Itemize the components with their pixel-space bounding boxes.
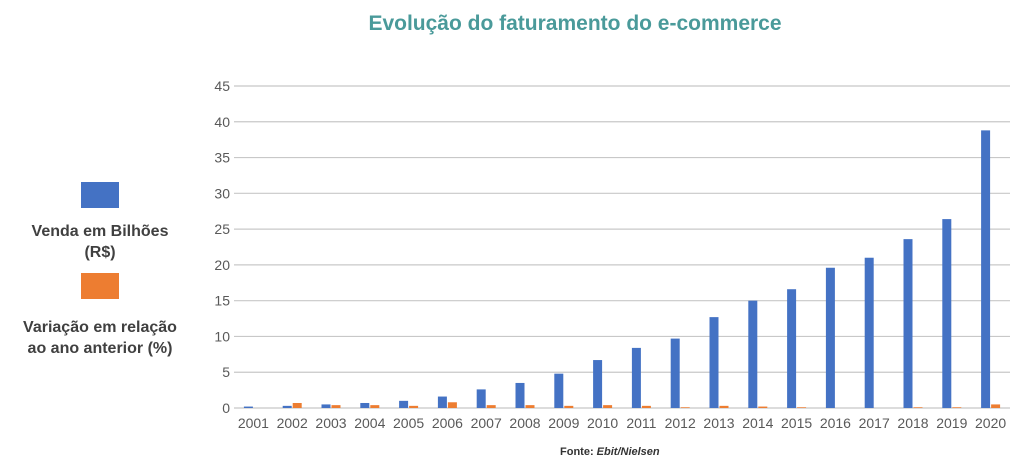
y-tick-label-45: 45: [214, 78, 230, 94]
x-tick-label-2017: 2017: [859, 415, 890, 431]
bar-vendas-2014: [748, 300, 758, 408]
x-tick-label-2020: 2020: [975, 415, 1006, 431]
bar-vendas-2015: [787, 289, 797, 408]
bar-vendas-2018: [903, 239, 913, 408]
x-tick-label-2019: 2019: [936, 415, 967, 431]
x-tick-label-2004: 2004: [354, 415, 385, 431]
bar-variacao-2005: [409, 405, 419, 408]
bar-vendas-2003: [321, 404, 331, 408]
bar-vendas-2008: [515, 382, 525, 408]
legend-swatch-vendas: [81, 182, 119, 208]
x-tick-label-2001: 2001: [238, 415, 269, 431]
bar-vendas-2007: [476, 389, 486, 408]
x-tick-label-2006: 2006: [432, 415, 463, 431]
x-tick-label-2003: 2003: [315, 415, 346, 431]
x-tick-label-2010: 2010: [587, 415, 618, 431]
bar-variacao-2011: [641, 405, 651, 408]
bar-variacao-2002: [292, 402, 302, 408]
x-tick-label-2013: 2013: [703, 415, 734, 431]
bar-vendas-2002: [282, 405, 292, 408]
y-tick-label-25: 25: [214, 221, 230, 237]
y-tick-label-30: 30: [214, 185, 230, 201]
bar-variacao-2018: [913, 407, 923, 408]
x-tick-label-2009: 2009: [548, 415, 579, 431]
legend: Venda em Bilhões (R$) Variação em relaçã…: [0, 0, 200, 469]
legend-label-vendas-line2: (R$): [84, 244, 116, 261]
bar-vendas-2012: [670, 338, 680, 408]
legend-label-variacao-line2: ao ano anterior (%): [27, 340, 173, 357]
bar-vendas-2020: [981, 130, 991, 408]
y-tick-label-15: 15: [214, 293, 230, 309]
x-tick-label-2005: 2005: [393, 415, 424, 431]
bar-variacao-2013: [719, 405, 729, 408]
bar-variacao-2003: [331, 405, 341, 408]
x-tick-label-2014: 2014: [742, 415, 773, 431]
bar-variacao-2010: [603, 405, 613, 408]
legend-swatch-variacao: [81, 273, 119, 299]
y-tick-label-0: 0: [222, 400, 230, 416]
bar-vendas-2019: [942, 219, 952, 408]
x-tick-label-2016: 2016: [820, 415, 851, 431]
bar-variacao-2015: [797, 407, 807, 408]
bar-variacao-2020: [991, 404, 1001, 408]
bar-variacao-2009: [564, 405, 574, 408]
bar-vendas-2010: [593, 360, 603, 408]
bar-vendas-2001: [243, 406, 253, 408]
bar-vendas-2016: [825, 267, 835, 408]
bar-vendas-2009: [554, 373, 564, 408]
legend-label-vendas: Venda em Bilhões (R$): [0, 221, 200, 263]
y-tick-label-10: 10: [214, 328, 230, 344]
bar-variacao-2006: [447, 402, 457, 408]
bar-vendas-2004: [360, 402, 370, 408]
legend-label-vendas-line1: Venda em Bilhões: [31, 223, 169, 240]
bar-variacao-2012: [680, 407, 690, 408]
bar-variacao-2014: [758, 406, 768, 408]
x-tick-label-2018: 2018: [897, 415, 928, 431]
x-tick-label-2015: 2015: [781, 415, 812, 431]
bar-variacao-2007: [486, 405, 496, 408]
bar-vendas-2011: [631, 347, 641, 408]
chart-title: Evolução do faturamento do e-commerce: [368, 12, 782, 35]
legend-label-variacao: Variação em relação ao ano anterior (%): [0, 317, 200, 359]
x-tick-label-2007: 2007: [471, 415, 502, 431]
y-tick-label-35: 35: [214, 150, 230, 166]
bar-vendas-2006: [437, 396, 447, 408]
bar-variacao-2019: [952, 407, 962, 408]
bar-variacao-2004: [370, 405, 380, 408]
x-tick-label-2012: 2012: [665, 415, 696, 431]
bar-variacao-2008: [525, 405, 535, 408]
x-tick-label-2011: 2011: [626, 415, 656, 431]
y-tick-label-20: 20: [214, 257, 230, 273]
y-tick-label-5: 5: [222, 364, 230, 380]
bar-vendas-2005: [399, 400, 409, 408]
bar-vendas-2017: [864, 257, 874, 408]
x-tick-label-2008: 2008: [509, 415, 540, 431]
source-value: Ebit/Nielsen: [596, 446, 660, 458]
source-note: Fonte: Ebit/Nielsen: [560, 446, 660, 458]
y-tick-label-40: 40: [214, 114, 230, 130]
legend-label-variacao-line1: Variação em relação: [23, 319, 177, 336]
x-tick-label-2002: 2002: [277, 415, 308, 431]
source-prefix: Fonte:: [560, 446, 597, 458]
bar-vendas-2013: [709, 317, 719, 408]
